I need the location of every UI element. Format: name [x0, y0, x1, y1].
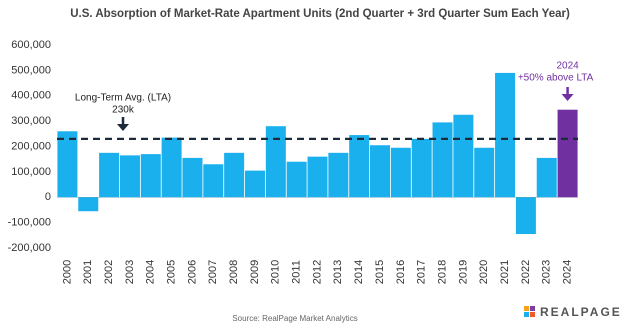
y-tick-label: 400,000 [11, 90, 51, 102]
bar [557, 109, 578, 198]
chart-title: U.S. Absorption of Market-Rate Apartment… [70, 8, 570, 20]
logo-square [524, 312, 529, 317]
x-tick-label: 2005 [166, 260, 178, 284]
y-tick-label: -200,000 [8, 242, 51, 254]
y-tick-label: 100,000 [11, 166, 51, 178]
x-tick-label: 2013 [332, 260, 344, 284]
x-tick-label: 2016 [395, 260, 407, 284]
x-tick-label: 2009 [249, 260, 261, 284]
bar [161, 137, 182, 198]
x-tick-label: 2010 [270, 260, 282, 284]
x-tick-label: 2007 [207, 260, 219, 284]
reference-label: Long-Term Avg. (LTA) [75, 93, 171, 104]
bar [453, 114, 474, 198]
bar [140, 154, 161, 198]
x-tick-label: 2002 [103, 260, 115, 284]
bar [203, 164, 224, 198]
reference-value-label: 230k [112, 105, 135, 116]
bar [370, 145, 391, 198]
y-tick-label: 200,000 [11, 140, 51, 152]
x-tick-label: 2017 [416, 260, 428, 284]
annotation-year: 2024 [556, 61, 579, 72]
x-tick-label: 2018 [436, 260, 448, 284]
x-tick-label: 2021 [499, 260, 511, 284]
x-tick-label: 2012 [311, 260, 323, 284]
x-tick-label: 2014 [353, 260, 365, 284]
arrow-head [117, 124, 129, 131]
x-tick-label: 2011 [291, 260, 303, 284]
bar [286, 161, 307, 198]
bar [432, 122, 453, 198]
x-tick-label: 2003 [124, 260, 136, 284]
x-tick-label: 2019 [457, 260, 469, 284]
y-tick-label: 500,000 [11, 64, 51, 76]
x-tick-label: 2024 [561, 260, 573, 284]
bar [265, 126, 286, 198]
bar [119, 155, 140, 198]
logo-square [524, 306, 529, 311]
bar [78, 197, 99, 212]
logo-square [530, 306, 535, 311]
x-tick-label: 2022 [520, 260, 532, 284]
bar [244, 170, 265, 198]
bar [224, 152, 245, 198]
bar [474, 147, 495, 198]
y-tick-label: -100,000 [8, 217, 51, 229]
arrow-head [561, 94, 574, 101]
x-tick-label: 2008 [228, 260, 240, 284]
bar [411, 138, 432, 198]
x-tick-label: 2020 [478, 260, 490, 284]
x-tick-label: 2004 [145, 260, 157, 284]
y-tick-label: 0 [45, 191, 51, 203]
x-tick-label: 2015 [374, 260, 386, 284]
annotation-text: +50% above LTA [518, 73, 594, 84]
bar [99, 152, 120, 198]
bar [390, 147, 411, 198]
y-tick-label: 600,000 [11, 39, 51, 51]
bar [349, 135, 370, 198]
bar [57, 131, 78, 198]
bar [328, 152, 349, 198]
x-tick-label: 2001 [82, 260, 94, 284]
bar [515, 197, 536, 235]
x-tick-label: 2023 [541, 260, 553, 284]
y-tick-label: 300,000 [11, 115, 51, 127]
x-tick-label: 2006 [186, 260, 198, 284]
logo-square [530, 312, 535, 317]
bar [307, 156, 328, 198]
logo-text: REALPAGE [540, 305, 622, 319]
bar [182, 157, 203, 198]
x-tick-label: 2000 [61, 260, 73, 284]
bar [495, 72, 516, 198]
bar [536, 157, 557, 198]
logo-mark [524, 306, 535, 317]
source-note: Source: RealPage Market Analytics [232, 314, 357, 323]
